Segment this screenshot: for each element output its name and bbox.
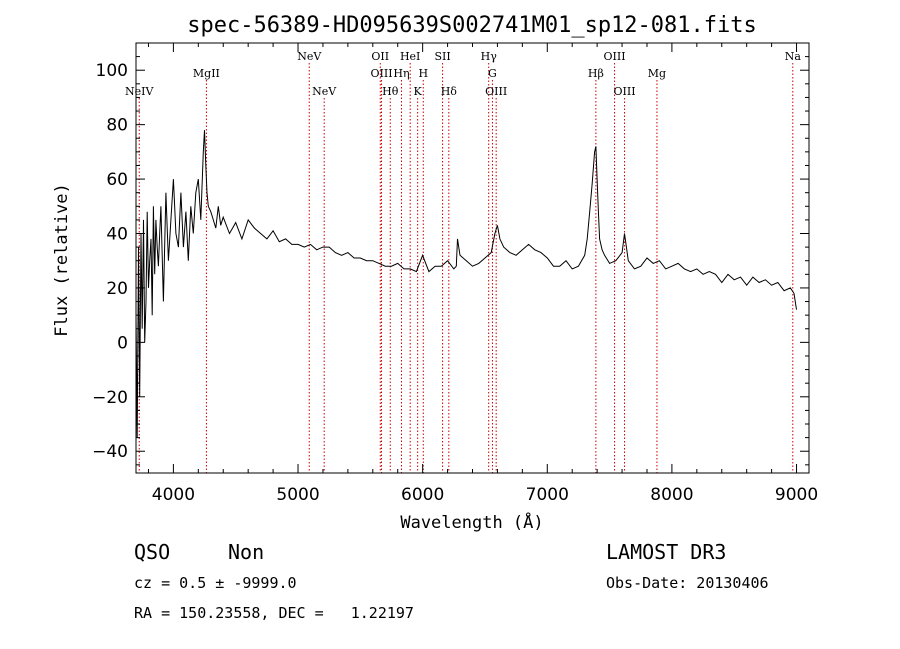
x-tick-label: 5000 <box>276 485 319 505</box>
marker-label: Hθ <box>382 85 399 98</box>
y-tick-label: −40 <box>92 442 128 462</box>
x-tick-label: 8000 <box>650 485 693 505</box>
survey-name: LAMOST DR3 <box>606 540 727 564</box>
y-tick-label: 20 <box>106 279 128 299</box>
y-axis: −40 −20 0 20 40 60 80 100 <box>92 42 809 466</box>
marker-label: H <box>418 67 428 80</box>
marker-label: Hβ <box>588 67 604 80</box>
marker-label: OIII <box>370 67 392 80</box>
y-tick-label: −20 <box>92 388 128 408</box>
y-tick-label: 60 <box>106 170 128 190</box>
marker-label: Na <box>785 50 802 63</box>
obs-date: Obs-Date: 20130406 <box>606 574 769 592</box>
line-markers: NeIV MgII NeV NeV OII OIII Hθ Hη HeI KH SII Hδ Hγ G OI… <box>125 50 801 473</box>
marker-label: SII <box>434 50 450 63</box>
x-tick-label: 4000 <box>152 485 195 505</box>
marker-label: Hδ <box>441 85 458 98</box>
y-tick-label: 100 <box>96 61 128 81</box>
plot-frame <box>135 42 810 474</box>
spectrum-line <box>135 130 797 438</box>
y-axis-title: Flux (relative) <box>52 183 72 337</box>
marker-label: NeV <box>297 50 322 63</box>
y-tick-label: 0 <box>117 333 128 353</box>
redshift-line: cz = 0.5 ± -9999.0 <box>134 574 297 592</box>
coordinates: RA = 150.23558, DEC = 1.22197 <box>134 604 414 622</box>
marker-label: MgII <box>193 67 220 80</box>
x-tick-label: 6000 <box>401 485 444 505</box>
x-axis: 4000 5000 6000 7000 8000 9000 <box>147 43 818 505</box>
y-tick-label: 80 <box>106 116 128 136</box>
chart-title: spec-56389-HD095639S002741M01_sp12-081.f… <box>187 13 757 38</box>
y-tick-label: 40 <box>106 225 128 245</box>
marker-label: OIII <box>485 85 507 98</box>
marker-label: Hη <box>393 67 409 80</box>
marker-label: Hγ <box>481 50 498 63</box>
marker-label: OIII <box>614 85 636 98</box>
object-class: QSO <box>134 540 171 564</box>
x-tick-label: 9000 <box>775 485 818 505</box>
marker-label: OII <box>371 50 389 63</box>
marker-label: G <box>488 67 497 80</box>
marker-label: NeV <box>312 85 337 98</box>
x-axis-title: Wavelength (Å) <box>400 511 543 533</box>
marker-label: NeIV <box>125 85 154 98</box>
object-subclass: Non <box>228 540 265 564</box>
marker-label: HeI <box>400 50 420 63</box>
marker-label: K <box>414 85 423 98</box>
x-tick-label: 7000 <box>526 485 569 505</box>
marker-label: OIII <box>604 50 626 63</box>
marker-label: Mg <box>648 67 666 80</box>
